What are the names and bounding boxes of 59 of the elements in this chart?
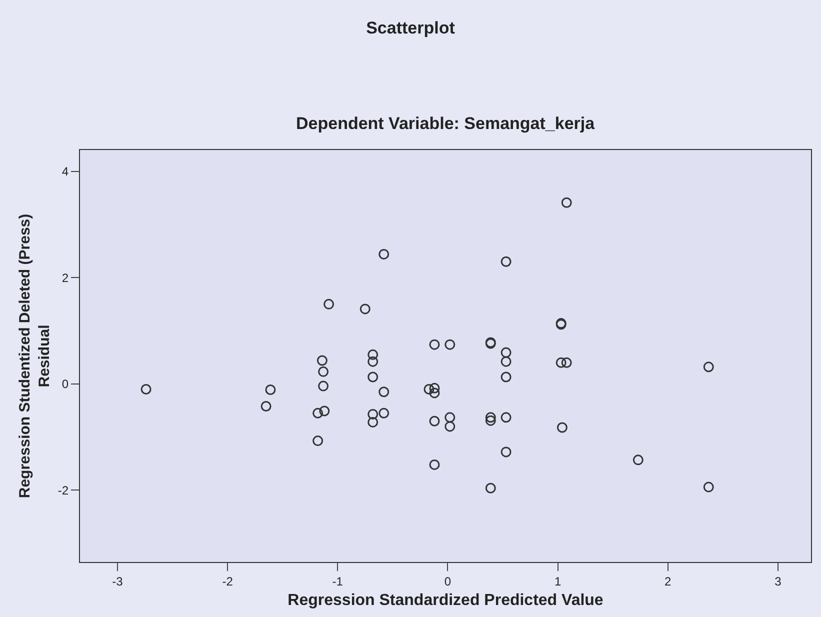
x-axis-title: Regression Standardized Predicted Value bbox=[288, 592, 604, 610]
point bbox=[265, 384, 276, 396]
x-tick-label: 3 bbox=[774, 574, 782, 588]
point bbox=[378, 248, 390, 260]
point bbox=[368, 408, 378, 420]
point bbox=[368, 356, 378, 367]
point bbox=[561, 197, 572, 208]
point bbox=[444, 412, 456, 423]
point bbox=[260, 400, 272, 412]
point bbox=[429, 459, 440, 470]
point bbox=[500, 372, 512, 382]
point bbox=[485, 415, 496, 426]
point bbox=[368, 349, 378, 360]
x-tick-label: -2 bbox=[222, 574, 234, 588]
point bbox=[429, 339, 440, 350]
point bbox=[140, 384, 152, 394]
point bbox=[444, 339, 456, 350]
point bbox=[378, 408, 390, 418]
point bbox=[500, 446, 512, 458]
x-tick-label: 0 bbox=[444, 574, 452, 588]
point bbox=[485, 412, 496, 423]
x-tick-label: -1 bbox=[332, 574, 344, 588]
point bbox=[318, 366, 329, 377]
point bbox=[500, 347, 512, 358]
point bbox=[429, 416, 440, 426]
point bbox=[703, 362, 714, 372]
point bbox=[378, 386, 390, 398]
point bbox=[703, 482, 714, 492]
x-tick-label: 2 bbox=[664, 574, 672, 588]
point bbox=[500, 256, 512, 267]
point bbox=[319, 406, 330, 416]
point bbox=[429, 382, 440, 394]
point bbox=[556, 357, 566, 368]
point bbox=[556, 422, 568, 433]
y-tick-label: 2 bbox=[62, 270, 69, 285]
point bbox=[500, 412, 512, 423]
chart-title: Scatterplot bbox=[366, 18, 456, 38]
y-tick-label: -2 bbox=[58, 483, 69, 498]
point bbox=[485, 482, 496, 494]
point bbox=[444, 421, 456, 432]
point bbox=[312, 408, 324, 418]
y-tick-label: 0 bbox=[62, 377, 69, 392]
point bbox=[368, 416, 378, 428]
point bbox=[368, 372, 378, 382]
x-tick-label: -3 bbox=[112, 574, 124, 588]
point bbox=[324, 298, 334, 310]
x-tick-label: 1 bbox=[554, 574, 562, 588]
y-axis-title: Regression Studentized Deleted (Press) Residual bbox=[16, 214, 54, 498]
point bbox=[561, 357, 572, 368]
point bbox=[429, 388, 440, 398]
point bbox=[312, 436, 324, 446]
y-tick-label: 4 bbox=[62, 164, 69, 178]
chart-subtitle: Dependent Variable: Semangat_kerja bbox=[296, 114, 596, 133]
point bbox=[500, 356, 512, 367]
point bbox=[316, 355, 328, 366]
point bbox=[424, 384, 434, 394]
point bbox=[360, 304, 370, 314]
point bbox=[632, 454, 644, 466]
point bbox=[318, 380, 329, 392]
